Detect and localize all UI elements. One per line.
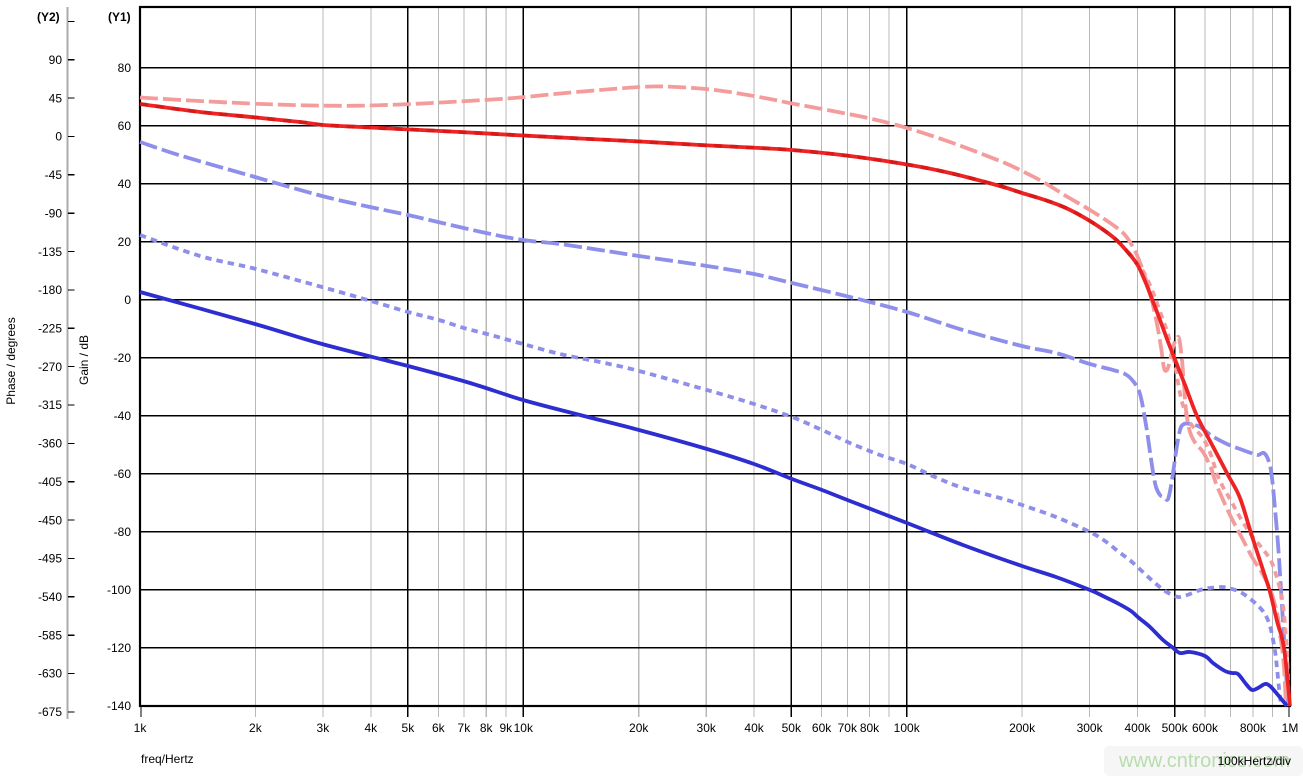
svg-text:-60: -60 — [114, 467, 132, 481]
svg-text:-360: -360 — [38, 437, 62, 451]
svg-text:600k: 600k — [1192, 721, 1219, 735]
svg-text:0: 0 — [124, 293, 131, 307]
svg-text:300k: 300k — [1077, 721, 1104, 735]
svg-text:-100: -100 — [107, 583, 131, 597]
svg-text:(Y2): (Y2) — [37, 10, 60, 24]
svg-text:www.cntronics.com: www.cntronics.com — [1118, 750, 1290, 772]
svg-text:-675: -675 — [38, 705, 62, 719]
svg-text:100kHertz/div: 100kHertz/div — [1218, 754, 1291, 768]
svg-text:-495: -495 — [38, 552, 62, 566]
svg-text:-140: -140 — [107, 699, 131, 713]
svg-text:80: 80 — [118, 61, 132, 75]
svg-text:-405: -405 — [38, 475, 62, 489]
svg-text:60: 60 — [118, 119, 132, 133]
svg-text:40: 40 — [118, 177, 132, 191]
svg-text:40k: 40k — [744, 721, 764, 735]
svg-text:Phase / degrees: Phase / degrees — [4, 317, 18, 404]
svg-text:10k: 10k — [514, 721, 534, 735]
svg-text:-135: -135 — [38, 245, 62, 259]
svg-text:20k: 20k — [629, 721, 649, 735]
svg-text:-270: -270 — [38, 360, 62, 374]
svg-text:-90: -90 — [45, 206, 63, 220]
svg-text:(Y1): (Y1) — [108, 10, 131, 24]
svg-text:100k: 100k — [894, 721, 921, 735]
svg-text:-40: -40 — [114, 409, 132, 423]
svg-text:-180: -180 — [38, 283, 62, 297]
svg-text:0: 0 — [55, 130, 62, 144]
svg-text:60k: 60k — [812, 721, 832, 735]
svg-text:8k: 8k — [480, 721, 494, 735]
svg-text:1k: 1k — [134, 721, 148, 735]
svg-text:70k: 70k — [838, 721, 858, 735]
svg-text:80k: 80k — [860, 721, 880, 735]
svg-text:-585: -585 — [38, 628, 62, 642]
svg-text:-120: -120 — [107, 641, 131, 655]
svg-text:90: 90 — [49, 53, 63, 67]
svg-text:-540: -540 — [38, 590, 62, 604]
svg-text:1M: 1M — [1282, 721, 1299, 735]
svg-text:45: 45 — [49, 91, 63, 105]
svg-text:-45: -45 — [45, 168, 63, 182]
svg-text:freq/Hertz: freq/Hertz — [141, 752, 194, 766]
svg-text:2k: 2k — [249, 721, 263, 735]
svg-text:-80: -80 — [114, 525, 132, 539]
svg-text:30k: 30k — [697, 721, 717, 735]
svg-text:Gain / dB: Gain / dB — [77, 335, 91, 385]
svg-text:4k: 4k — [364, 721, 378, 735]
svg-text:-450: -450 — [38, 513, 62, 527]
svg-text:5k: 5k — [402, 721, 416, 735]
svg-text:800k: 800k — [1240, 721, 1267, 735]
svg-text:9k: 9k — [499, 721, 513, 735]
svg-text:50k: 50k — [782, 721, 802, 735]
svg-text:-20: -20 — [114, 351, 132, 365]
svg-text:6k: 6k — [432, 721, 446, 735]
svg-text:-225: -225 — [38, 322, 62, 336]
svg-text:20: 20 — [118, 235, 132, 249]
svg-text:3k: 3k — [317, 721, 331, 735]
svg-text:400k: 400k — [1124, 721, 1151, 735]
svg-text:500k: 500k — [1162, 721, 1189, 735]
svg-text:7k: 7k — [458, 721, 472, 735]
svg-text:200k: 200k — [1009, 721, 1036, 735]
svg-text:-630: -630 — [38, 667, 62, 681]
svg-text:-315: -315 — [38, 398, 62, 412]
